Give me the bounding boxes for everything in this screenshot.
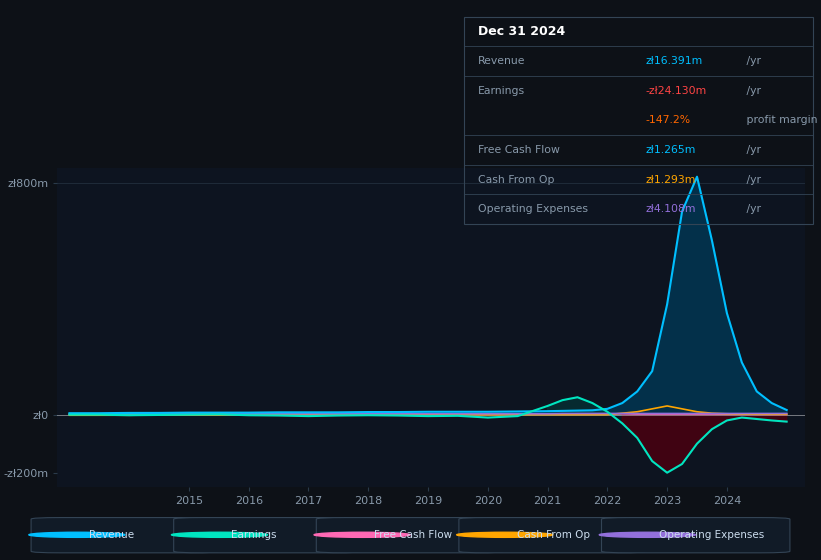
FancyBboxPatch shape [602,517,790,553]
FancyBboxPatch shape [31,517,219,553]
Text: Operating Expenses: Operating Expenses [659,530,764,540]
Text: profit margin: profit margin [743,115,818,125]
Text: Cash From Op: Cash From Op [516,530,589,540]
Circle shape [599,532,695,538]
Text: Earnings: Earnings [478,86,525,96]
Text: Revenue: Revenue [89,530,134,540]
FancyBboxPatch shape [174,517,362,553]
Text: Cash From Op: Cash From Op [478,175,554,185]
Text: /yr: /yr [743,145,761,155]
Text: zł4.108m: zł4.108m [645,204,696,214]
Text: Dec 31 2024: Dec 31 2024 [478,25,565,38]
Text: Earnings: Earnings [232,530,277,540]
Circle shape [456,532,553,538]
FancyBboxPatch shape [459,517,647,553]
Text: Revenue: Revenue [478,56,525,66]
Circle shape [314,532,410,538]
Text: Operating Expenses: Operating Expenses [478,204,588,214]
Text: /yr: /yr [743,175,761,185]
Text: -zł24.130m: -zł24.130m [645,86,707,96]
Circle shape [29,532,125,538]
FancyBboxPatch shape [316,517,505,553]
Text: /yr: /yr [743,204,761,214]
Text: Free Cash Flow: Free Cash Flow [374,530,452,540]
Text: Free Cash Flow: Free Cash Flow [478,145,560,155]
Text: /yr: /yr [743,56,761,66]
Text: zł1.265m: zł1.265m [645,145,695,155]
Text: zł16.391m: zł16.391m [645,56,703,66]
Circle shape [172,532,268,538]
Text: -147.2%: -147.2% [645,115,690,125]
Text: /yr: /yr [743,86,761,96]
Text: zł1.293m: zł1.293m [645,175,695,185]
